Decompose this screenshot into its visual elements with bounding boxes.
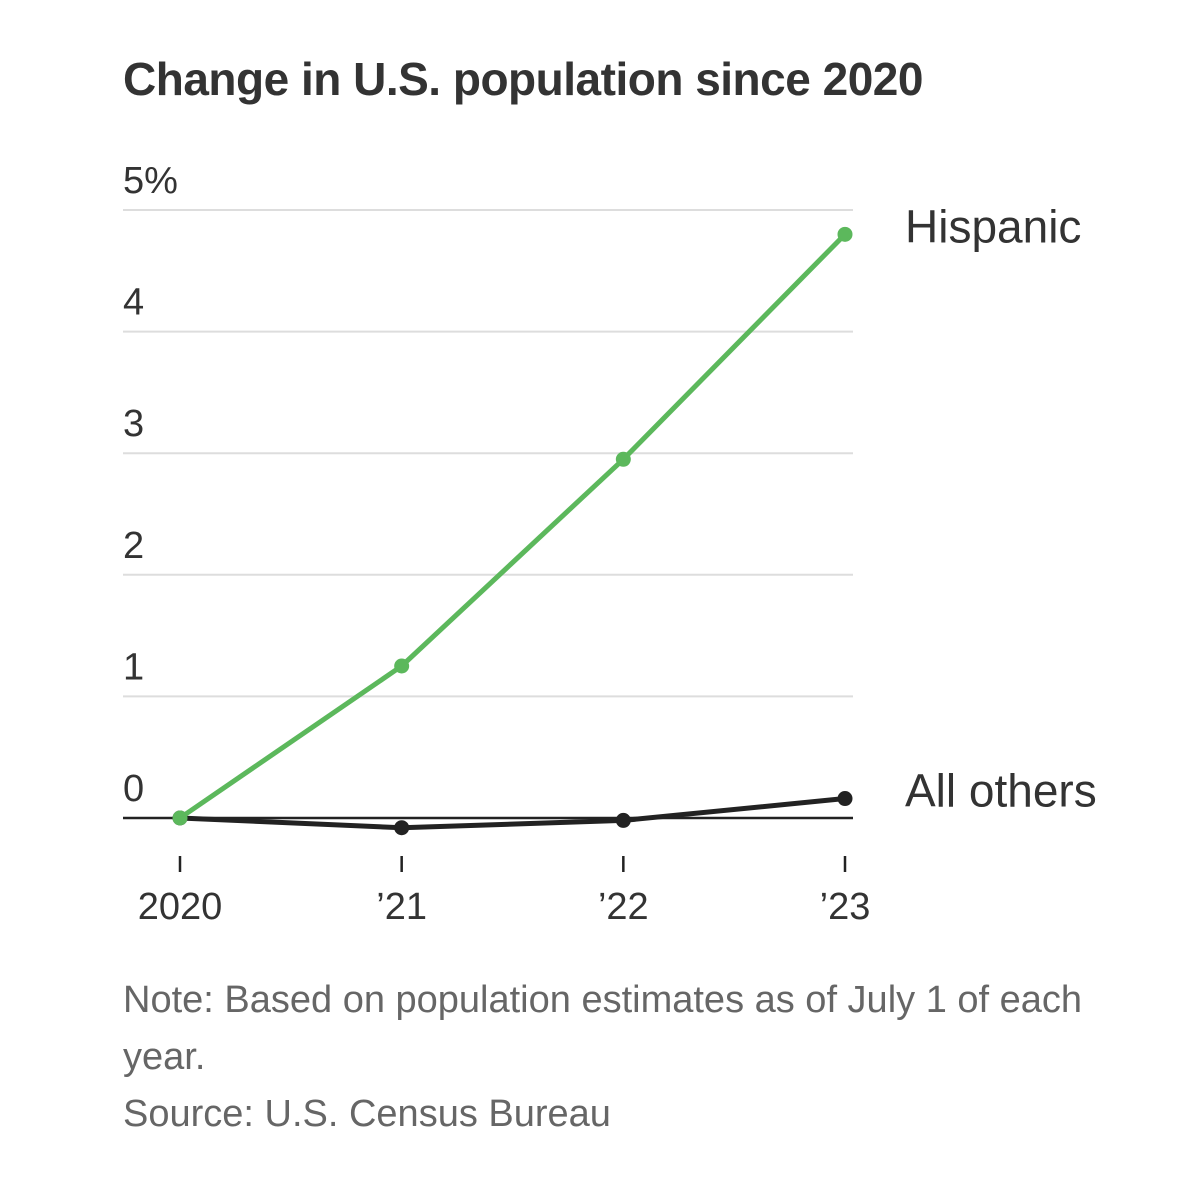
data-point-hispanic: [172, 810, 188, 826]
x-axis-ticks: 2020 ’21 ’22 ’23: [138, 856, 871, 928]
y-axis-tick-labels: 0 1 2 3 4 5%: [123, 160, 178, 810]
data-point-hispanic: [615, 451, 631, 467]
x-tick-label: ’23: [820, 886, 871, 928]
y-tick-label: 0: [123, 768, 144, 810]
grid-lines: [123, 209, 853, 698]
y-tick-label: 3: [123, 403, 144, 445]
chart-title: Change in U.S. population since 2020: [123, 53, 923, 105]
x-tick-label: 2020: [138, 886, 223, 928]
line-chart: 0 1 2 3 4 5% 2020 ’21 ’22 ’23 Hispanic All others: [123, 160, 1097, 928]
chart-source: Source: U.S. Census Bureau: [123, 1093, 611, 1135]
footnotes: Note: Based on population estimates as o…: [123, 972, 1123, 1143]
series-line-all-others: [177, 796, 848, 831]
data-point-all-others: [394, 820, 410, 836]
data-point-hispanic: [394, 658, 410, 674]
series-label-hispanic: Hispanic: [905, 200, 1081, 252]
y-tick-label: 1: [123, 646, 144, 688]
series-label-all-others: All others: [905, 765, 1097, 817]
data-point-hispanic: [837, 226, 853, 242]
data-point-all-others: [837, 791, 853, 807]
y-tick-label: 4: [123, 282, 144, 324]
y-tick-label: 2: [123, 525, 144, 567]
series-lines: [172, 226, 853, 836]
x-tick-label: ’21: [376, 886, 427, 928]
series-line-hispanic: [177, 231, 848, 821]
chart-note: Note: Based on population estimates as o…: [123, 979, 1083, 1078]
x-tick-label: ’22: [598, 886, 649, 928]
data-point-all-others: [615, 812, 631, 828]
y-tick-label: 5%: [123, 160, 178, 202]
series-labels: Hispanic All others: [905, 200, 1097, 816]
